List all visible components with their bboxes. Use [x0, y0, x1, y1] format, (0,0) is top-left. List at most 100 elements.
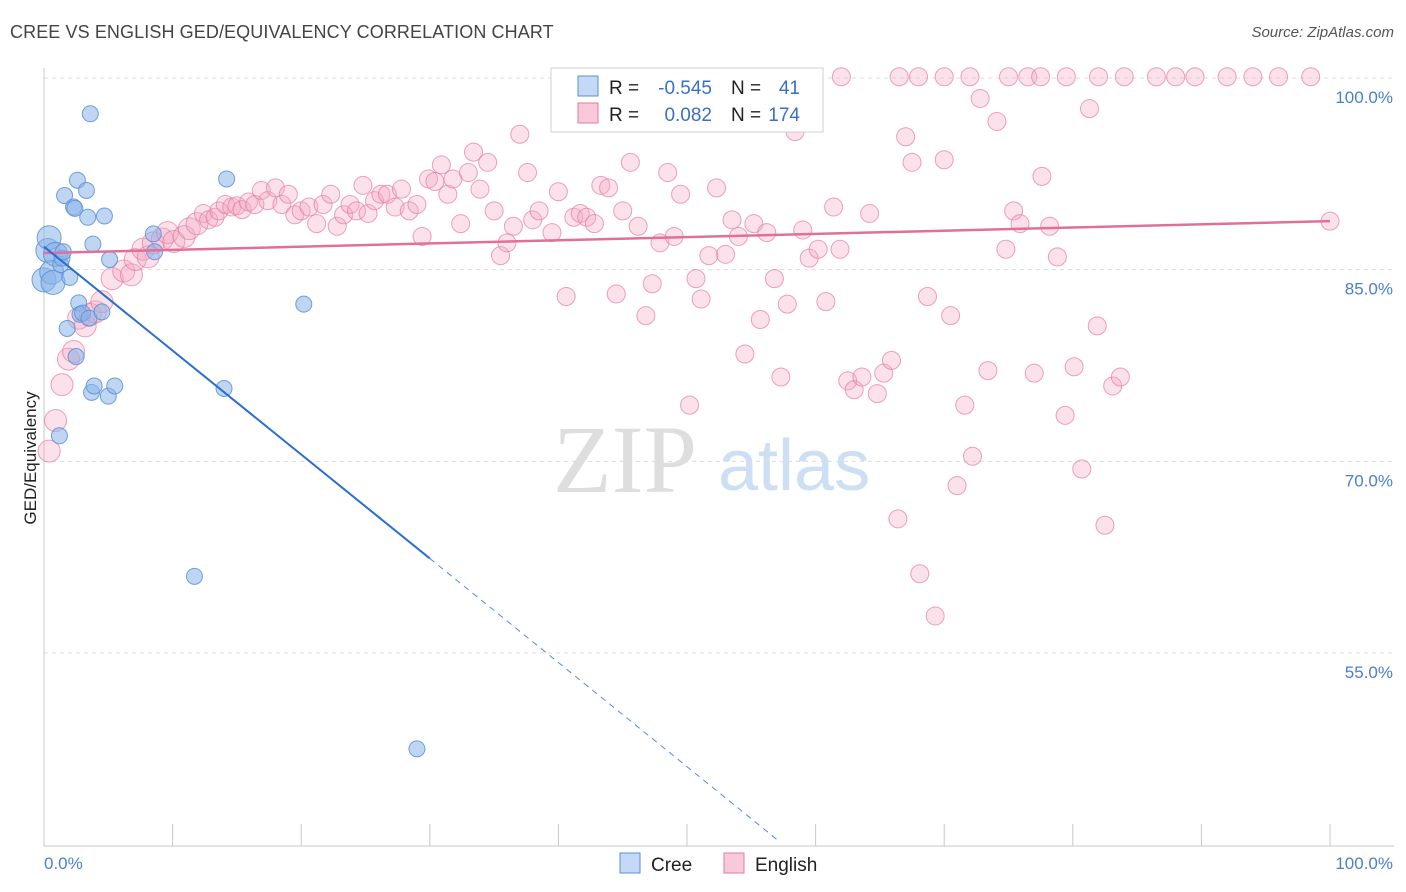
english-point-89 — [636, 306, 656, 326]
english-point-30 — [232, 200, 252, 220]
english-point-123 — [881, 350, 901, 370]
stats-legend-r-cree: -0.545 — [658, 78, 712, 99]
bottom-legend-swatch-cree — [619, 852, 641, 874]
english-point-143 — [1032, 166, 1052, 186]
english-point-37 — [278, 184, 298, 204]
english-point-85 — [606, 284, 626, 304]
english-point-130 — [934, 150, 954, 170]
cree-point-12 — [61, 268, 79, 286]
cree-point-21 — [79, 208, 97, 226]
english-point-32 — [245, 195, 265, 214]
cree-point-35 — [215, 380, 233, 397]
english-point-105 — [750, 310, 770, 329]
english-point-53 — [385, 197, 405, 217]
english-point-61 — [438, 184, 458, 204]
english-point-73 — [518, 163, 538, 183]
english-point-99 — [707, 178, 727, 198]
cree-point-32 — [144, 225, 162, 243]
english-point-71 — [503, 216, 523, 236]
english-point-136 — [978, 361, 998, 381]
english-point-144 — [1040, 216, 1060, 236]
english-trend-line — [43, 219, 1331, 255]
cree-point-14 — [66, 199, 84, 217]
english-point-95 — [680, 395, 700, 415]
x-tick-label-min: 0.0% — [44, 854, 83, 873]
english-point-115 — [824, 197, 844, 217]
english-point-116 — [830, 239, 850, 259]
cree-point-36 — [218, 170, 236, 188]
y-tick-label-2: 70.0% — [1345, 471, 1393, 490]
english-point-158 — [960, 67, 980, 87]
english-point-161 — [1056, 67, 1076, 87]
trend-lines — [43, 219, 1331, 840]
english-point-57 — [412, 226, 432, 246]
english-point-151 — [1095, 515, 1115, 535]
english-point-137 — [987, 111, 1007, 131]
english-point-153 — [1110, 367, 1130, 387]
cree-point-4 — [40, 269, 66, 295]
english-point-142 — [1024, 363, 1044, 383]
english-point-169 — [1269, 67, 1289, 87]
english-point-96 — [686, 269, 706, 289]
cree-point-11 — [58, 319, 76, 337]
english-point-100 — [716, 244, 736, 264]
y-tick-label-3: 55.0% — [1345, 663, 1393, 682]
english-point-65 — [464, 142, 484, 162]
cree-point-30 — [101, 250, 119, 268]
english-point-67 — [478, 152, 498, 172]
english-point-165 — [1166, 67, 1186, 87]
english-point-94 — [671, 184, 691, 204]
english-point-92 — [658, 163, 678, 183]
english-point-41 — [307, 214, 327, 234]
english-point-133 — [955, 395, 975, 415]
series-english-points — [37, 67, 1340, 626]
bottom-legend: Cree English — [619, 852, 817, 876]
stats-legend-n-cree: 41 — [779, 78, 800, 99]
watermark-atlas: atlas — [718, 426, 870, 506]
english-point-45 — [334, 205, 354, 225]
english-point-87 — [620, 152, 640, 172]
english-point-114 — [816, 292, 836, 312]
cree-point-37 — [295, 295, 313, 313]
cree-point-15 — [67, 348, 85, 366]
english-point-10 — [100, 267, 124, 291]
english-point-69 — [491, 246, 511, 266]
english-point-160 — [1031, 67, 1051, 87]
english-point-135 — [970, 88, 990, 108]
english-point-155 — [889, 67, 909, 87]
english-point-101 — [722, 210, 742, 230]
english-point-168 — [1243, 67, 1263, 87]
english-point-49 — [358, 203, 378, 223]
cree-point-6 — [50, 427, 68, 445]
english-point-12 — [119, 263, 143, 287]
english-point-64 — [458, 163, 478, 183]
english-point-48 — [353, 175, 373, 195]
english-point-121 — [867, 384, 887, 404]
english-point-156 — [908, 67, 928, 87]
grid-lines — [44, 77, 1394, 654]
english-point-132 — [947, 476, 967, 496]
x-tick-marks — [43, 824, 1331, 846]
chart-source: Source: ZipAtlas.com — [1251, 24, 1394, 41]
y-tick-label-0: 100.0% — [1335, 88, 1393, 107]
y-tick-label-1: 85.0% — [1345, 280, 1393, 299]
english-point-154 — [831, 67, 851, 87]
english-point-113 — [808, 239, 828, 259]
english-point-66 — [470, 179, 490, 199]
bottom-legend-swatch-english — [723, 852, 745, 874]
english-point-109 — [777, 294, 797, 314]
english-point-119 — [852, 367, 872, 387]
cree-point-20 — [77, 181, 95, 199]
cree-trend-extension — [429, 558, 778, 840]
chart-title: CREE VS ENGLISH GED/EQUIVALENCY CORRELAT… — [10, 22, 554, 42]
english-point-88 — [628, 216, 648, 236]
english-point-128 — [917, 287, 937, 306]
english-point-36 — [272, 195, 292, 214]
english-point-0 — [37, 439, 61, 463]
stats-legend-swatch-english — [577, 102, 599, 124]
english-point-33 — [251, 180, 271, 200]
english-point-43 — [321, 184, 341, 204]
stats-legend-r-label-cree: R = — [609, 78, 639, 99]
english-point-75 — [529, 201, 549, 221]
